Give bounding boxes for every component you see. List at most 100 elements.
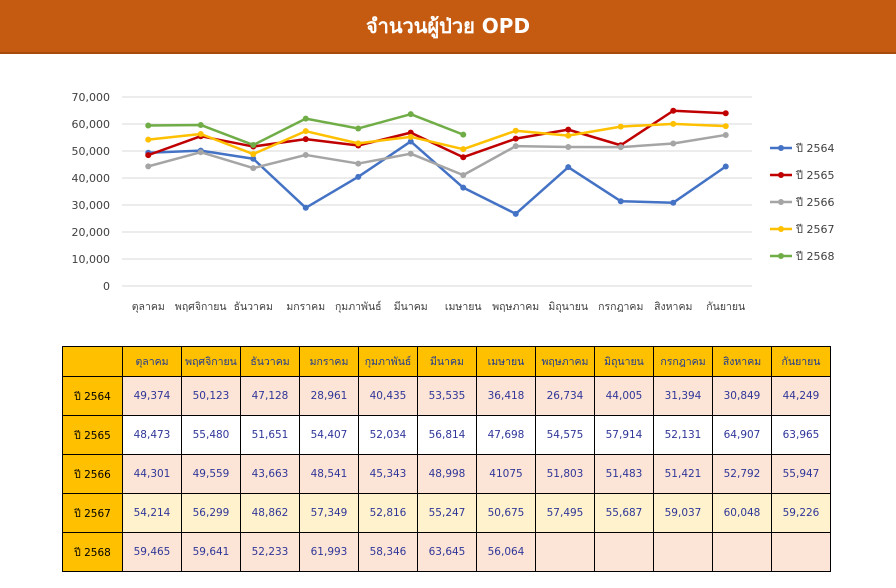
y-tick-label: 40,000 — [72, 172, 111, 185]
legend-label: ปี 2564 — [795, 142, 835, 155]
data-point — [407, 150, 414, 157]
table-cell: 54,407 — [299, 415, 359, 455]
data-point — [145, 152, 152, 159]
table-cell: 49,374 — [122, 376, 182, 416]
table-cell: 61,993 — [299, 532, 359, 572]
table-cell: 49,559 — [181, 454, 241, 494]
data-point — [670, 120, 677, 127]
table-cell: 51,483 — [594, 454, 654, 494]
y-tick-label: 70,000 — [72, 91, 111, 104]
table-row: ปี 2565 48,473 55,480 51,651 54,407 52,034 56,… — [62, 415, 831, 455]
data-point — [460, 154, 467, 161]
data-point — [302, 204, 309, 211]
x-tick-label: ตุลาคม — [132, 301, 165, 313]
table-cell: 43,663 — [240, 454, 300, 494]
table-cell: 52,792 — [712, 454, 772, 494]
data-point — [145, 136, 152, 143]
table-cell: 56,814 — [417, 415, 477, 455]
table-cell: 51,421 — [653, 454, 713, 494]
data-point — [250, 141, 257, 148]
row-label: ปี 2565 — [62, 415, 123, 455]
table-corner-cell — [62, 346, 123, 377]
table-cell — [771, 532, 831, 572]
table-cell: 50,123 — [181, 376, 241, 416]
table-cell: 52,131 — [653, 415, 713, 455]
table-cell: 44,005 — [594, 376, 654, 416]
table-cell: 40,435 — [358, 376, 418, 416]
column-header: มิถุนายน — [594, 346, 654, 377]
data-point — [512, 143, 519, 150]
table-cell: 26,734 — [535, 376, 595, 416]
data-point — [250, 155, 257, 162]
table-cell: 64,907 — [712, 415, 772, 455]
table-cell: 41075 — [476, 454, 536, 494]
table-cell: 63,965 — [771, 415, 831, 455]
data-point — [250, 165, 257, 172]
table-cell: 53,535 — [417, 376, 477, 416]
table-cell: 48,473 — [122, 415, 182, 455]
column-header: มกราคม — [299, 346, 359, 377]
data-point — [355, 160, 362, 167]
table-cell: 51,651 — [240, 415, 300, 455]
data-point — [407, 111, 414, 118]
legend-marker — [778, 172, 784, 178]
table-header-row: ตุลาคม พฤศจิกายน ธันวาคม มกราคม กุมภาพัน… — [62, 346, 831, 377]
table-cell — [535, 532, 595, 572]
table-cell: 59,037 — [653, 493, 713, 533]
column-header: สิงหาคม — [712, 346, 772, 377]
data-point — [197, 149, 204, 156]
column-header: พฤศจิกายน — [181, 346, 241, 377]
line-chart: 0 10,000 20,000 30,000 40,000 50,000 60,000 70,… — [72, 91, 835, 313]
table-row: ปี 2566 44,301 49,559 43,663 48,541 45,343 48,… — [62, 454, 831, 494]
data-point — [565, 164, 572, 171]
table-cell: 30,849 — [712, 376, 772, 416]
table-cell: 48,862 — [240, 493, 300, 533]
data-point — [722, 110, 729, 117]
data-point — [355, 173, 362, 180]
x-tick-label: มีนาคม — [394, 300, 428, 313]
x-tick-label: ธันวาคม — [234, 301, 273, 313]
data-point — [722, 163, 729, 170]
data-point — [302, 136, 309, 143]
data-point — [355, 140, 362, 147]
table-cell: 52,034 — [358, 415, 418, 455]
table-cell: 28,961 — [299, 376, 359, 416]
table-cell: 50,675 — [476, 493, 536, 533]
data-point — [722, 131, 729, 138]
table-cell: 47,128 — [240, 376, 300, 416]
row-label: ปี 2568 — [62, 532, 123, 572]
x-tick-label: เมษายน — [445, 301, 482, 313]
data-point — [670, 107, 677, 114]
data-point — [565, 132, 572, 139]
table-cell: 55,687 — [594, 493, 654, 533]
data-point — [617, 123, 624, 130]
column-header: กันยายน — [771, 346, 831, 377]
data-point — [302, 151, 309, 158]
table-cell: 31,394 — [653, 376, 713, 416]
legend-label: ปี 2565 — [795, 169, 835, 182]
table-cell: 45,343 — [358, 454, 418, 494]
legend-marker — [778, 145, 784, 151]
table-cell: 63,645 — [417, 532, 477, 572]
table-cell: 55,947 — [771, 454, 831, 494]
data-point — [617, 144, 624, 151]
column-header: กุมภาพันธ์ — [358, 346, 418, 377]
row-label: ปี 2566 — [62, 454, 123, 494]
x-tick-label: พฤศจิกายน — [175, 301, 227, 313]
legend-marker — [778, 199, 784, 205]
table-cell: 54,575 — [535, 415, 595, 455]
table-cell: 54,214 — [122, 493, 182, 533]
table-cell: 36,418 — [476, 376, 536, 416]
data-point — [250, 151, 257, 158]
table-cell — [653, 532, 713, 572]
data-table: ตุลาคม พฤศจิกายน ธันวาคม มกราคม กุมภาพัน… — [62, 346, 831, 572]
legend-marker — [778, 226, 784, 232]
column-header: ตุลาคม — [122, 346, 182, 377]
data-point — [407, 138, 414, 145]
table-cell: 56,064 — [476, 532, 536, 572]
x-tick-label: มกราคม — [286, 301, 325, 313]
table-cell: 51,803 — [535, 454, 595, 494]
x-tick-label: พฤษภาคม — [492, 301, 539, 313]
data-point — [145, 163, 152, 170]
data-point — [197, 121, 204, 128]
